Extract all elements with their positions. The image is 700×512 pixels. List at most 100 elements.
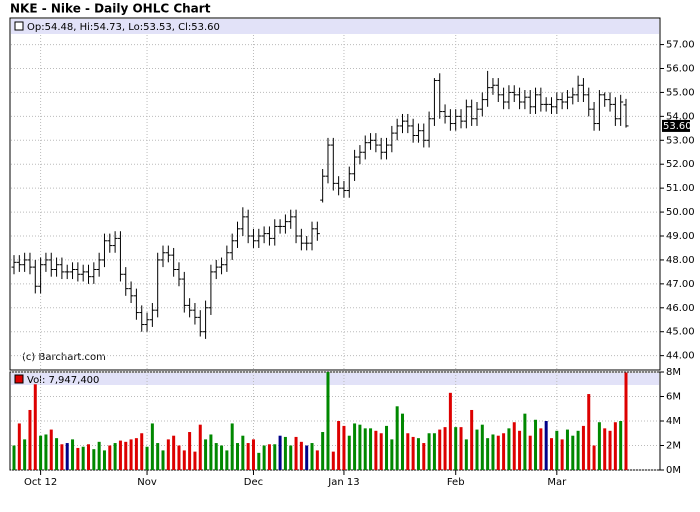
volume-bar (603, 428, 607, 470)
volume-bar (422, 443, 426, 470)
y-tick-label: 46.00 (666, 303, 695, 314)
volume-bar (544, 421, 548, 470)
x-tick-label: Feb (447, 477, 465, 488)
volume-bar (432, 433, 436, 470)
volume-bar (337, 421, 341, 470)
y-tick-label: 49.00 (666, 231, 695, 242)
volume-bar (177, 445, 181, 470)
volume-bar (299, 441, 303, 470)
chart-title: NKE - Nike - Daily OHLC Chart (10, 2, 211, 16)
last-price-box (662, 119, 690, 132)
volume-bar (480, 424, 484, 470)
volume-bar (321, 432, 325, 470)
volume-bar (204, 439, 208, 470)
volume-bar (507, 428, 511, 470)
volume-bar (518, 430, 522, 470)
volume-bar (198, 424, 202, 470)
volume-bar (464, 439, 468, 470)
volume-bar (512, 422, 516, 470)
volume-bar (44, 434, 48, 470)
volume-bar (236, 443, 240, 470)
volume-bar (523, 413, 527, 470)
volume-bar (92, 449, 96, 470)
volume-bar (220, 445, 224, 470)
volume-bar (140, 433, 144, 470)
volume-bar (283, 436, 287, 470)
volume-bar (411, 436, 415, 470)
volume-bar (395, 406, 399, 470)
volume-bar (587, 394, 591, 470)
volume-bar (502, 433, 506, 470)
y-tick-label: 54.00 (666, 111, 695, 122)
volume-bar (619, 421, 623, 470)
volume-bar (443, 427, 447, 470)
y-tick-label: 4M (666, 416, 681, 427)
ohlc-legend: Op:54.48, Hi:54.73, Lo:53.53, Cl:53.60 (27, 22, 220, 33)
volume-bar (555, 430, 559, 470)
volume-bar (576, 430, 580, 470)
volume-bar (416, 438, 420, 470)
volume-bar (369, 428, 373, 470)
y-tick-label: 6M (666, 392, 681, 403)
volume-bar (118, 440, 122, 470)
volume-bar (246, 443, 250, 470)
volume-bar (427, 433, 431, 470)
volume-bar (315, 450, 319, 470)
volume-bar (294, 436, 298, 470)
volume-bar (560, 439, 564, 470)
x-tick-label: Nov (137, 477, 157, 488)
volume-header (11, 373, 659, 385)
volume-bar (448, 392, 452, 470)
y-tick-label: 0M (666, 465, 681, 476)
volume-bar (225, 450, 229, 470)
volume-bar (65, 443, 69, 470)
volume-bar (310, 443, 314, 470)
volume-bar (278, 435, 282, 470)
y-tick-label: 48.00 (666, 255, 695, 266)
volume-bar (592, 445, 596, 470)
volume-bar (108, 445, 112, 470)
volume-bar (624, 372, 628, 470)
volume-bar (251, 439, 255, 470)
volume-bar (379, 433, 383, 470)
volume-bar (87, 444, 91, 470)
volume-bar (581, 425, 585, 470)
x-tick-label: Dec (244, 477, 263, 488)
volume-bar (39, 435, 43, 470)
volume-bar (23, 439, 27, 470)
y-tick-label: 53.00 (666, 135, 695, 146)
x-tick-label: Oct 12 (24, 477, 57, 488)
x-tick-label: Mar (547, 477, 567, 488)
volume-bar (326, 372, 330, 470)
volume-bar (214, 443, 218, 470)
volume-bar (475, 429, 479, 470)
volume-bar (358, 424, 362, 470)
volume-bar (305, 445, 309, 470)
volume-bar (124, 441, 128, 470)
y-tick-label: 51.00 (666, 183, 695, 194)
volume-bar (549, 438, 553, 470)
volume-bar (565, 429, 569, 470)
volume-bar (97, 441, 101, 470)
y-tick-label: 2M (666, 441, 681, 452)
volume-bar (539, 428, 543, 470)
y-tick-label: 45.00 (666, 327, 695, 338)
y-tick-label: 47.00 (666, 279, 695, 290)
y-tick-label: 50.00 (666, 207, 695, 218)
volume-bar (145, 446, 149, 470)
volume-bar (390, 439, 394, 470)
volume-bar (262, 445, 266, 470)
volume-bar (257, 452, 261, 470)
volume-bar (331, 451, 335, 470)
volume-bar (33, 384, 37, 470)
volume-bar (454, 427, 458, 470)
volume-bar (613, 422, 617, 470)
volume-bar (363, 428, 367, 470)
volume-bar (17, 423, 21, 470)
volume-bar (113, 443, 117, 470)
volume-bar (470, 409, 474, 470)
volume-bar (49, 429, 53, 470)
volume-bar (150, 423, 154, 470)
volume-legend: Vol: 7,947,400 (27, 375, 99, 386)
volume-bar (273, 444, 277, 470)
